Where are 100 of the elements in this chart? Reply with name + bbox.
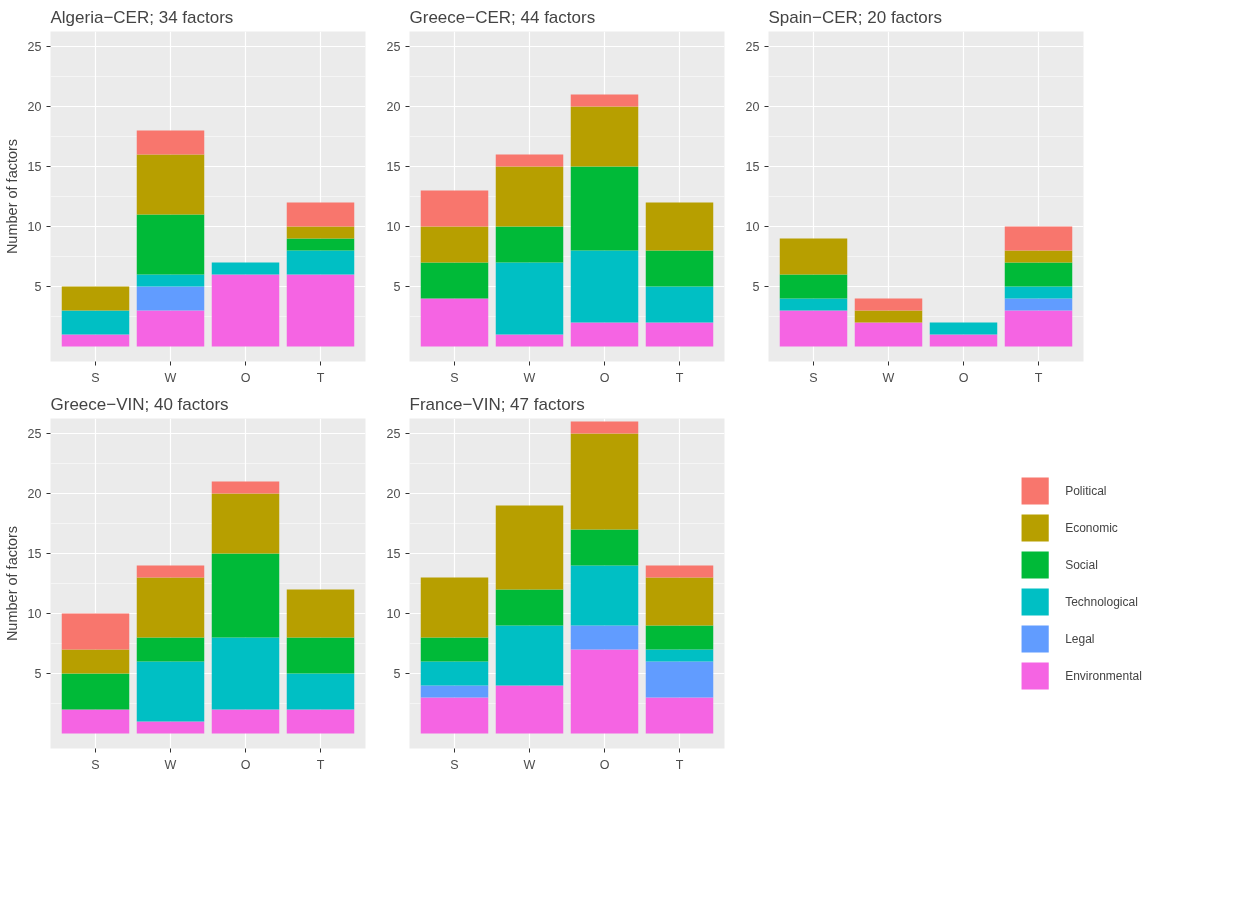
bar: [645, 322, 714, 347]
bar: [286, 589, 355, 638]
bar: [779, 298, 848, 311]
bar: [779, 310, 848, 347]
legend-label: Social: [1065, 557, 1098, 572]
bar: [645, 286, 714, 323]
bar: [211, 262, 280, 275]
bar: [645, 625, 714, 650]
x-tick-label: T: [316, 370, 325, 385]
x-tick-label: O: [240, 757, 251, 772]
bar: [211, 274, 280, 347]
bar: [495, 685, 564, 734]
bar: [61, 286, 130, 311]
bar: [136, 274, 205, 287]
bar: [645, 577, 714, 626]
legend-label: Legal: [1065, 631, 1095, 646]
bar: [136, 637, 205, 662]
bar: [645, 697, 714, 734]
bar: [420, 577, 489, 638]
bar: [570, 94, 639, 107]
bar: [136, 565, 205, 578]
bar: [779, 274, 848, 299]
y-tick-label: 20: [27, 100, 42, 114]
bar: [495, 154, 564, 167]
bar: [570, 433, 639, 530]
bar: [286, 238, 355, 251]
bar: [495, 226, 564, 263]
bar: [929, 322, 998, 335]
bar: [61, 334, 130, 347]
x-tick-label: T: [1034, 370, 1043, 385]
y-tick-label: 25: [27, 40, 42, 54]
bar: [645, 202, 714, 251]
bar: [136, 130, 205, 155]
y-tick-label: 15: [386, 547, 401, 561]
x-tick-label: T: [675, 370, 684, 385]
x-tick-label: S: [450, 757, 459, 772]
bar: [211, 709, 280, 734]
bar: [1004, 226, 1073, 251]
y-tick-label: 10: [386, 220, 401, 234]
bar: [495, 589, 564, 626]
bar: [61, 673, 130, 710]
bar: [420, 190, 489, 227]
bar: [136, 286, 205, 311]
bar: [1004, 298, 1073, 311]
x-tick-label: W: [523, 757, 536, 772]
bar: [570, 250, 639, 323]
bar: [645, 649, 714, 662]
y-tick-label: 20: [386, 487, 401, 501]
bar: [1004, 286, 1073, 299]
bar: [570, 106, 639, 167]
y-tick-label: 10: [386, 607, 401, 621]
bar: [61, 613, 130, 650]
legend-label: Technological: [1065, 594, 1138, 609]
x-tick-label: S: [91, 757, 100, 772]
bar: [286, 637, 355, 674]
y-tick-label: 15: [386, 160, 401, 174]
bar: [136, 154, 205, 215]
y-tick-label: 25: [386, 40, 401, 54]
y-tick-label: 20: [386, 100, 401, 114]
bar: [570, 322, 639, 347]
x-tick-label: S: [91, 370, 100, 385]
bar: [495, 505, 564, 590]
bar: [854, 298, 923, 311]
bar: [854, 310, 923, 323]
bar: [420, 637, 489, 662]
bar: [645, 661, 714, 698]
bar: [570, 421, 639, 434]
x-tick-label: S: [450, 370, 459, 385]
bar: [495, 166, 564, 227]
bar: [420, 697, 489, 734]
y-tick-label: 10: [745, 220, 760, 234]
bar: [495, 334, 564, 347]
y-tick-label: 5: [393, 667, 401, 681]
bar: [61, 709, 130, 734]
x-tick-label: W: [882, 370, 895, 385]
bar: [420, 226, 489, 263]
bar: [211, 553, 280, 638]
bar: [61, 310, 130, 335]
bar: [211, 637, 280, 710]
bar: [136, 721, 205, 734]
bar: [495, 625, 564, 686]
legend-label: Economic: [1065, 520, 1118, 535]
bar: [211, 481, 280, 494]
bar: [136, 661, 205, 722]
x-tick-label: O: [958, 370, 969, 385]
y-tick-label: 25: [27, 427, 42, 441]
y-tick-label: 15: [745, 160, 760, 174]
chart-title: Algeria−CER; 34 factors: [50, 7, 234, 27]
y-tick-label: 15: [27, 160, 42, 174]
bar: [645, 565, 714, 578]
x-tick-label: O: [599, 757, 610, 772]
y-tick-label: 25: [386, 427, 401, 441]
bar: [1004, 262, 1073, 287]
y-tick-label: 25: [745, 40, 760, 54]
bar: [61, 649, 130, 674]
y-tick-label: 5: [752, 280, 760, 294]
y-tick-label: 15: [27, 547, 42, 561]
y-axis-title: Number of factors: [3, 138, 20, 255]
bar: [570, 565, 639, 626]
chart-title: France−VIN; 47 factors: [409, 394, 585, 414]
